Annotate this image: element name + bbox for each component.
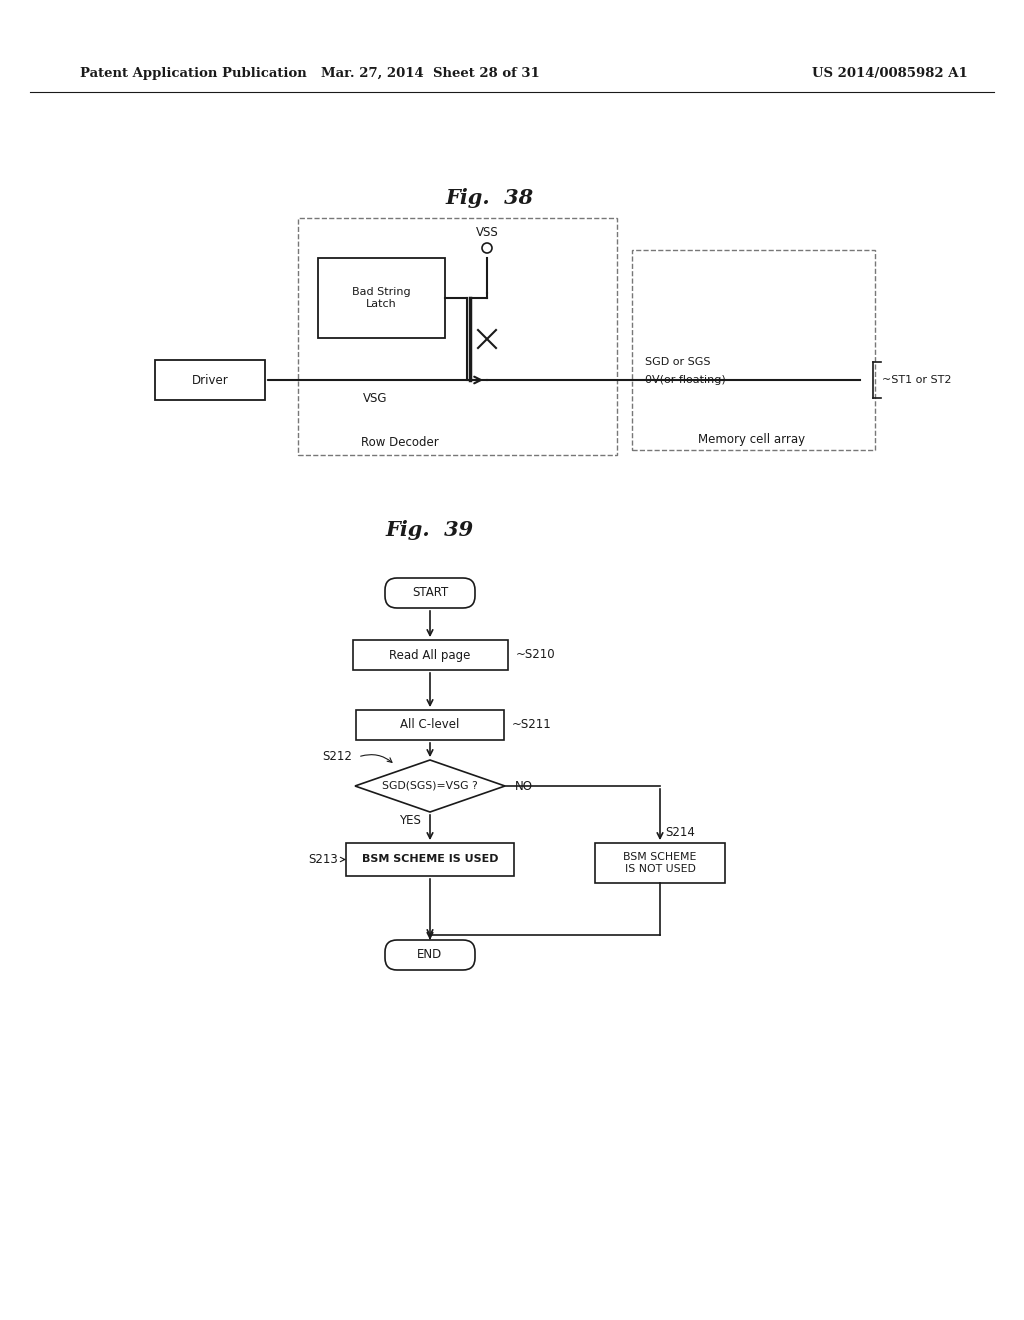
Text: SGD or SGS: SGD or SGS [645,356,711,367]
Polygon shape [355,760,505,812]
Text: VSG: VSG [362,392,387,404]
Text: Read All page: Read All page [389,648,471,661]
Text: ~ST1 or ST2: ~ST1 or ST2 [882,375,951,385]
Text: END: END [418,949,442,961]
Bar [346,843,514,876]
Bar [356,710,504,741]
Text: ~S211: ~S211 [512,718,552,731]
Text: SGD(SGS)=VSG ?: SGD(SGS)=VSG ? [382,781,478,791]
Text: S214: S214 [665,826,695,840]
Text: Fig.  38: Fig. 38 [445,187,535,209]
Circle shape [482,243,492,253]
Text: Memory cell array: Memory cell array [698,433,806,446]
Text: Patent Application Publication: Patent Application Publication [80,66,307,79]
Text: 0V(or floating): 0V(or floating) [645,375,726,385]
Text: S213: S213 [308,853,338,866]
Text: Bad String
Latch: Bad String Latch [352,288,411,309]
Bar [595,843,725,883]
Text: VSS: VSS [475,227,499,239]
FancyBboxPatch shape [385,578,475,609]
FancyBboxPatch shape [385,940,475,970]
Text: START: START [412,586,449,599]
Text: YES: YES [399,813,421,826]
Text: ~S210: ~S210 [515,648,555,661]
Bar [298,218,617,455]
Text: Fig.  39: Fig. 39 [386,520,474,540]
Bar [155,360,265,400]
Bar [352,640,508,671]
Text: Row Decoder: Row Decoder [361,437,439,450]
Text: BSM SCHEME
IS NOT USED: BSM SCHEME IS NOT USED [624,853,696,874]
Bar [318,257,445,338]
Text: BSM SCHEME IS USED: BSM SCHEME IS USED [361,854,499,865]
Text: US 2014/0085982 A1: US 2014/0085982 A1 [812,66,968,79]
Text: NO: NO [515,780,534,792]
Text: Driver: Driver [191,374,228,387]
Text: Mar. 27, 2014  Sheet 28 of 31: Mar. 27, 2014 Sheet 28 of 31 [321,66,540,79]
Bar [632,249,874,450]
Text: S212: S212 [323,751,352,763]
Text: All C-level: All C-level [400,718,460,731]
